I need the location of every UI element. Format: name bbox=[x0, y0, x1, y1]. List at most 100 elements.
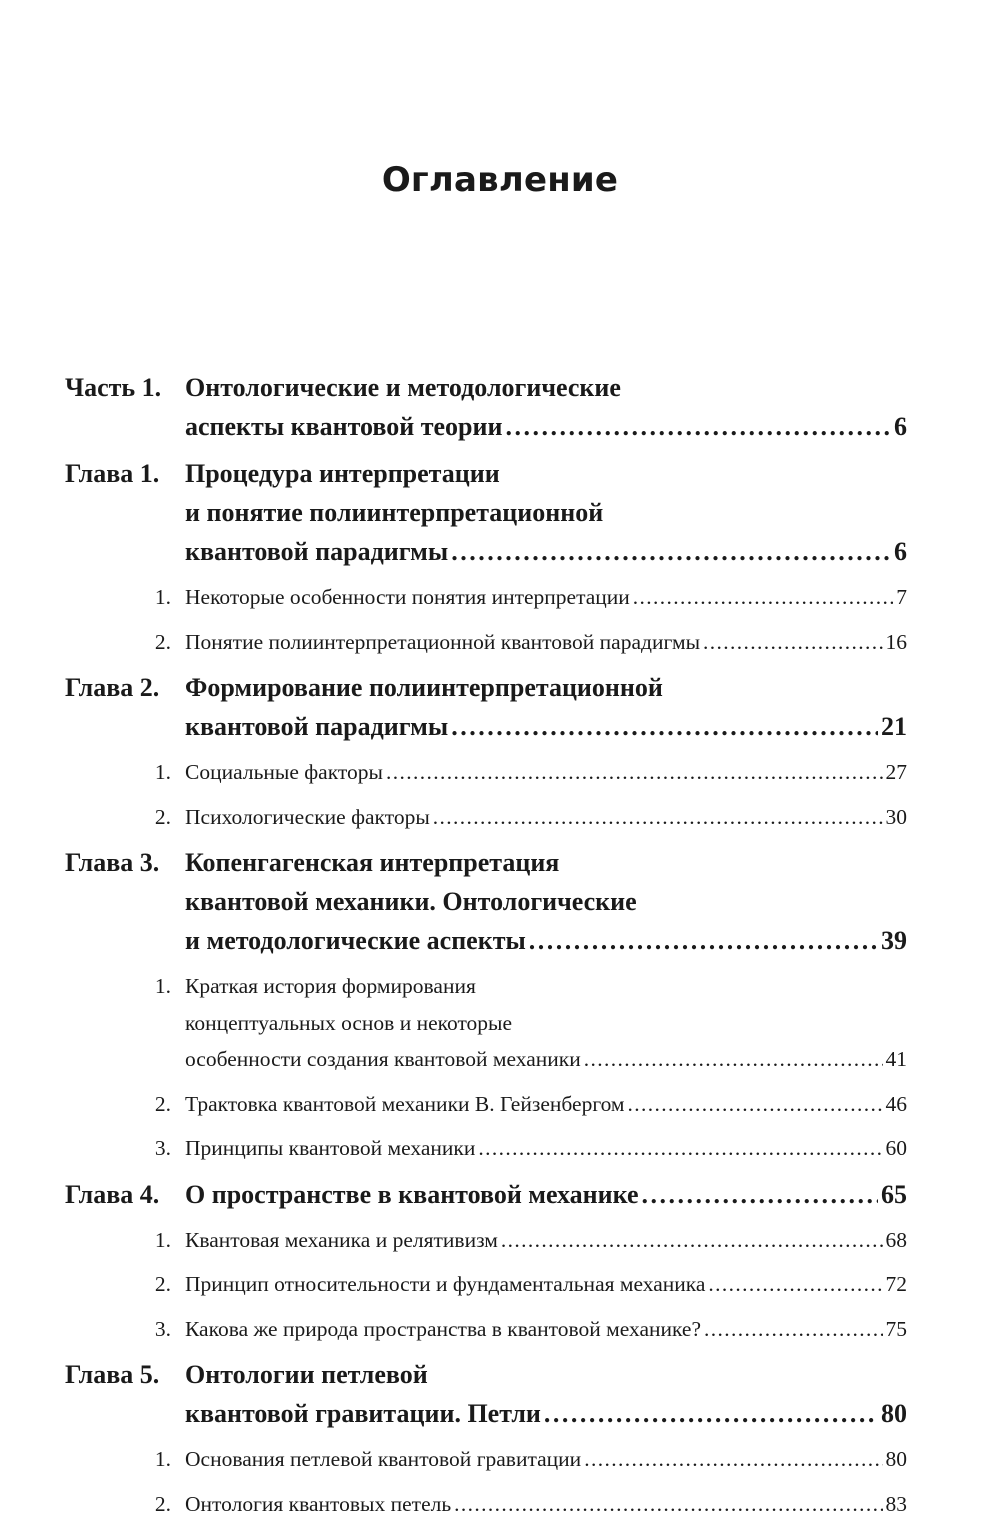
page-title: Оглавление bbox=[381, 160, 619, 200]
entry-label: 3. bbox=[154, 1136, 171, 1160]
toc-section-entry: 1. Некоторые особенности понятия интерпре… bbox=[65, 579, 907, 616]
entry-label: 2. bbox=[154, 1272, 171, 1296]
entry-title: О пространстве в квантовой механике bbox=[185, 1179, 639, 1209]
page-number: 46 bbox=[885, 1091, 908, 1116]
toc-section-entry: 1. Квантовая механика и релятивизм 68 bbox=[65, 1222, 907, 1259]
page-number: 65 bbox=[881, 1179, 907, 1209]
entry-title: квантовой гравитации. Петли bbox=[185, 1399, 541, 1428]
toc-line: 2. Понятие полиинтерпретационной квантово… bbox=[65, 624, 907, 661]
toc-line: и понятие полиинтерпретационной bbox=[65, 493, 907, 532]
page-number: 27 bbox=[885, 760, 908, 784]
dot-leader bbox=[584, 1041, 883, 1078]
dot-leader bbox=[505, 407, 891, 446]
toc-line: 3. Какова же природа пространства в квант… bbox=[65, 1311, 907, 1348]
toc-line: квантовой гравитации. Петли 80 bbox=[65, 1394, 907, 1433]
entry-label: 1. bbox=[154, 585, 171, 609]
entry-title: Психологические факторы bbox=[185, 804, 430, 829]
toc-line: квантовой парадигмы 6 bbox=[65, 532, 907, 571]
entry-label: Глава 3. bbox=[65, 848, 160, 877]
toc-line: 2. Трактовка квантовой механики В. Гейзен… bbox=[65, 1086, 907, 1123]
toc-section-entry: 1. Социальные факторы 27 bbox=[65, 754, 907, 791]
toc-line: квантовой парадигмы 21 bbox=[65, 707, 907, 746]
entry-title: особенности создания квантовой механики bbox=[185, 1047, 581, 1071]
toc-section-entry: 3. Какова же природа пространства в квант… bbox=[65, 1311, 907, 1348]
page-number: 21 bbox=[881, 712, 907, 741]
toc-line: Глава 4. О пространстве в квантовой механ… bbox=[65, 1175, 907, 1214]
page-number: 75 bbox=[885, 1316, 908, 1341]
toc-line: и методологические аспекты 39 bbox=[65, 921, 907, 960]
toc-section-entry: 2. Трактовка квантовой механики В. Гейзен… bbox=[65, 1086, 907, 1123]
toc-section-entry: 1. Основания петлевой квантовой гравитаци… bbox=[65, 1441, 907, 1478]
entry-title: Краткая история формирования bbox=[185, 974, 476, 998]
page-number: 41 bbox=[885, 1047, 908, 1071]
toc-chapter-entry: Глава 2. Формирование полиинтерпретационн… bbox=[65, 668, 907, 746]
toc-line: квантовой механики. Онтологические bbox=[65, 882, 907, 921]
page-number: 7 bbox=[896, 585, 907, 609]
page-number: 60 bbox=[885, 1136, 908, 1160]
entry-title: квантовой парадигмы bbox=[185, 537, 449, 566]
toc-section-entry: 2. Психологические факторы 30 bbox=[65, 799, 907, 836]
dot-leader bbox=[704, 1311, 882, 1348]
dot-leader bbox=[386, 754, 883, 791]
dot-leader bbox=[544, 1394, 878, 1433]
toc-line: Глава 3. Копенгагенская интерпретация bbox=[65, 843, 907, 882]
entry-title: Принцип относительности и фундаментальна… bbox=[185, 1272, 706, 1296]
toc-line: 1. Основания петлевой квантовой гравитаци… bbox=[65, 1441, 907, 1478]
dot-leader bbox=[454, 1486, 882, 1523]
entry-title: аспекты квантовой теории bbox=[185, 412, 503, 441]
toc-line: особенности создания квантовой механики 4… bbox=[65, 1041, 907, 1078]
entry-label: Глава 4. bbox=[65, 1179, 160, 1209]
page-number: 16 bbox=[885, 629, 908, 654]
entry-label: 1. bbox=[154, 974, 171, 998]
entry-label: 3. bbox=[154, 1316, 171, 1341]
dot-leader bbox=[501, 1222, 883, 1259]
toc-line: 3. Принципы квантовой механики 60 bbox=[65, 1130, 907, 1167]
entry-title: Некоторые особенности понятия интерпрета… bbox=[185, 585, 630, 609]
entry-title: Копенгагенская интерпретация bbox=[185, 848, 560, 877]
dot-leader bbox=[703, 624, 882, 661]
toc-line: 1. Квантовая механика и релятивизм 68 bbox=[65, 1222, 907, 1259]
toc-line: 1. Социальные факторы 27 bbox=[65, 754, 907, 791]
toc-line: 2. Онтология квантовых петель 83 bbox=[65, 1486, 907, 1523]
dot-leader bbox=[529, 921, 878, 960]
entry-label: 1. bbox=[154, 760, 171, 784]
entry-title: Трактовка квантовой механики В. Гейзенбе… bbox=[185, 1091, 625, 1116]
toc-chapter-entry: Часть 1. Онтологические и методологически… bbox=[65, 368, 907, 446]
toc-section-entry: 2. Принцип относительности и фундаменталь… bbox=[65, 1266, 907, 1303]
table-of-contents: Часть 1. Онтологические и методологически… bbox=[65, 368, 907, 1522]
entry-label: 2. bbox=[154, 629, 171, 654]
entry-title: Онтология квантовых петель bbox=[185, 1491, 452, 1516]
entry-label: 1. bbox=[154, 1447, 171, 1471]
entry-label: Глава 5. bbox=[65, 1360, 160, 1389]
entry-label: 2. bbox=[154, 804, 171, 829]
toc-line: концептуальных основ и некоторые bbox=[65, 1005, 907, 1042]
entry-title: Формирование полиинтерпретационной bbox=[185, 673, 663, 702]
toc-section-entry: 3. Принципы квантовой механики 60 bbox=[65, 1130, 907, 1167]
entry-label: 1. bbox=[154, 1227, 171, 1252]
entry-label: Глава 1. bbox=[65, 459, 160, 488]
page-number: 68 bbox=[885, 1227, 908, 1252]
dot-leader bbox=[451, 707, 878, 746]
page-number: 6 bbox=[894, 412, 907, 441]
entry-title: Онтологии петлевой bbox=[185, 1360, 428, 1389]
page-number: 30 bbox=[885, 804, 908, 829]
dot-leader bbox=[633, 579, 893, 616]
entry-title: Какова же природа пространства в квантов… bbox=[185, 1316, 702, 1341]
entry-title: Основания петлевой квантовой гравитации bbox=[185, 1447, 582, 1471]
entry-label: 2. bbox=[154, 1491, 171, 1516]
toc-line: 1. Краткая история формирования bbox=[65, 968, 907, 1005]
page-number: 80 bbox=[881, 1399, 907, 1428]
entry-title: Понятие полиинтерпретационной квантовой … bbox=[185, 629, 701, 654]
toc-line: 2. Психологические факторы 30 bbox=[65, 799, 907, 836]
toc-line: Глава 5. Онтологии петлевой bbox=[65, 1355, 907, 1394]
page-number: 39 bbox=[881, 926, 907, 955]
page-number: 72 bbox=[885, 1272, 908, 1296]
dot-leader bbox=[642, 1175, 878, 1214]
entry-label: Часть 1. bbox=[65, 373, 162, 402]
entry-label: 2. bbox=[154, 1091, 171, 1116]
entry-title: квантовой парадигмы bbox=[185, 712, 449, 741]
toc-line: 2. Принцип относительности и фундаменталь… bbox=[65, 1266, 907, 1303]
entry-label: Глава 2. bbox=[65, 673, 160, 702]
toc-line: Часть 1. Онтологические и методологически… bbox=[65, 368, 907, 407]
entry-title: Процедура интерпретации bbox=[185, 459, 500, 488]
